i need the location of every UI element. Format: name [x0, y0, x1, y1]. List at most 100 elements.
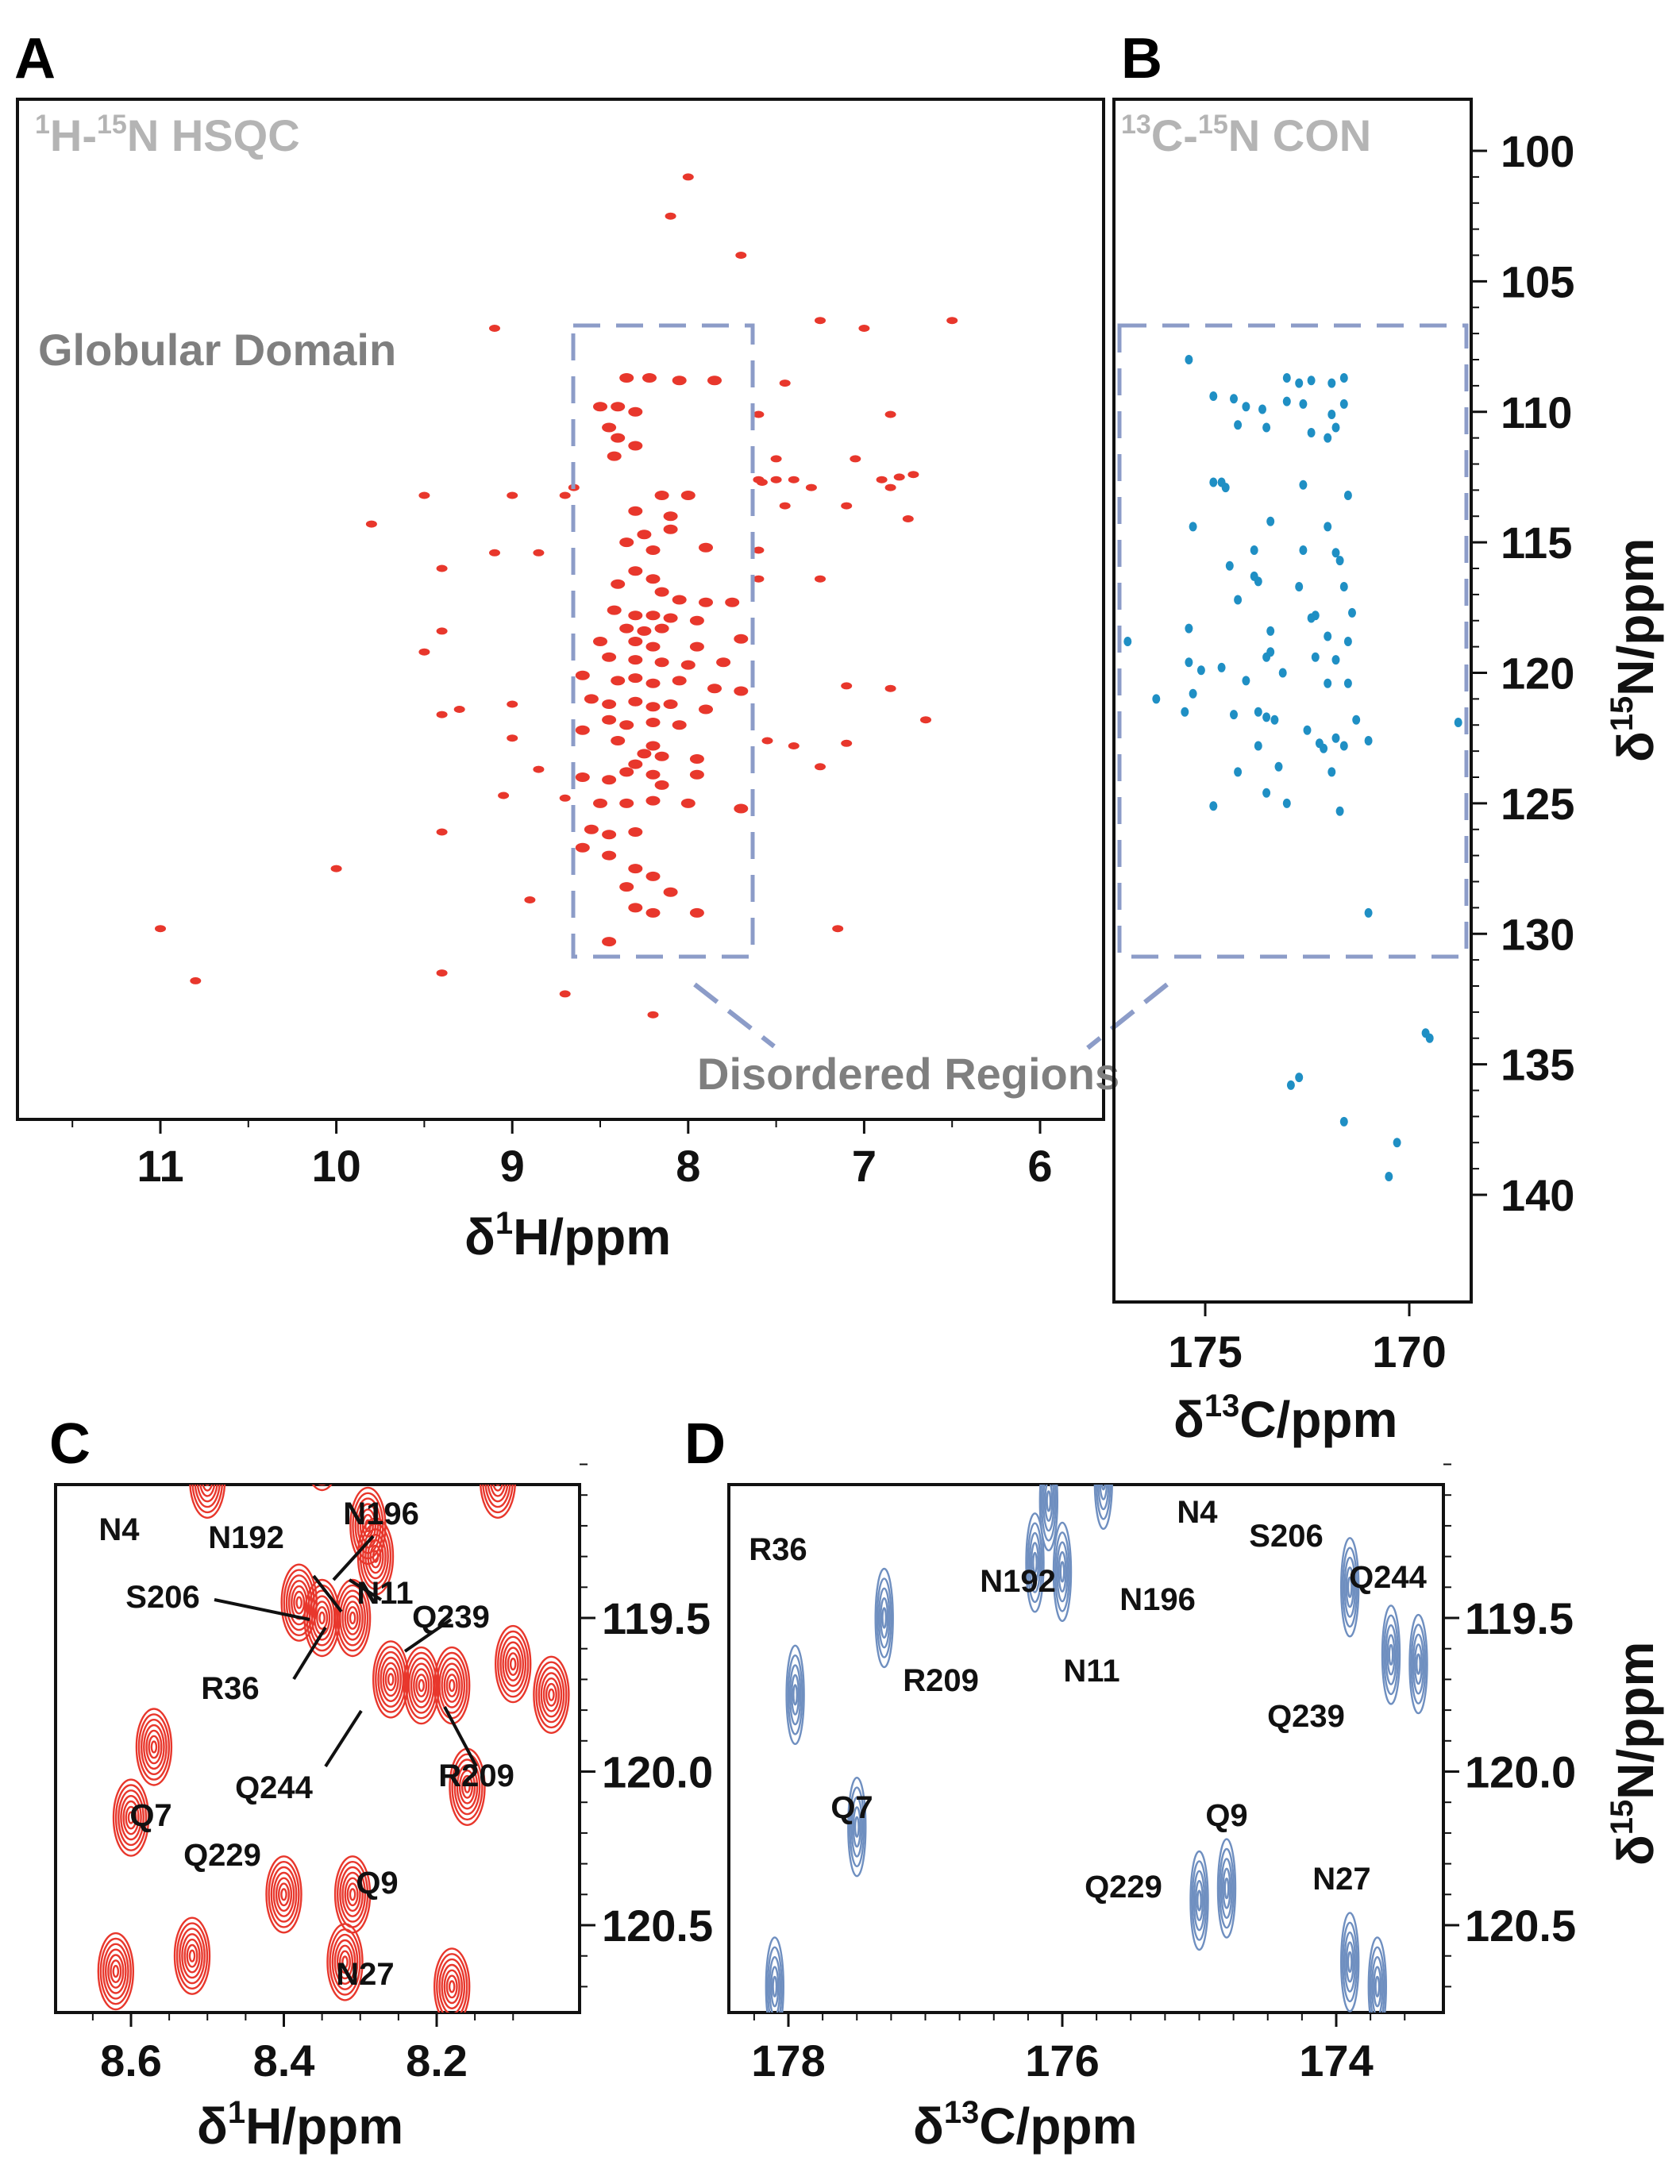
- contour-ring: [1388, 1643, 1394, 1666]
- hsqc-peak: [805, 483, 817, 491]
- contour-ring: [482, 1485, 514, 1514]
- peak-label: N11: [1063, 1654, 1119, 1689]
- contour-ring: [346, 1606, 359, 1630]
- hsqc-peak: [761, 737, 773, 745]
- con-peak: [1266, 516, 1275, 526]
- hsqc-zoom-peak: [433, 1947, 471, 2013]
- con-peak: [1339, 399, 1348, 409]
- panel-c-frame: [54, 1483, 581, 2014]
- panel-d-letter: D: [684, 1412, 726, 1476]
- con-peak: [1254, 576, 1262, 587]
- con-peak: [1250, 545, 1258, 555]
- contour-ring: [333, 1939, 356, 1985]
- con-peak: [1385, 1172, 1393, 1181]
- contour-ring: [293, 1590, 306, 1615]
- hsqc-peak: [884, 684, 896, 692]
- con-peak: [1234, 595, 1243, 605]
- contour-ring: [413, 1668, 430, 1703]
- contour-ring: [1042, 1485, 1055, 1532]
- contour-ring: [785, 1644, 805, 1746]
- hsqc-peak: [725, 597, 740, 607]
- contour-ring: [504, 1647, 522, 1681]
- contour-ring: [341, 1871, 364, 1917]
- con-peak: [1242, 402, 1250, 412]
- contour-ring: [329, 1928, 361, 1996]
- contour-ring: [484, 1485, 511, 1508]
- peak-label: Q9: [1205, 1798, 1247, 1833]
- hsqc-peak: [436, 564, 448, 572]
- hsqc-peak: [884, 410, 896, 418]
- disordered-leader-a: [693, 982, 776, 1049]
- hsqc-peak: [654, 780, 669, 790]
- hsqc-zoom-peak: [135, 1708, 173, 1786]
- hsqc-peak: [815, 575, 826, 583]
- peak-label: Q244: [1349, 1560, 1428, 1595]
- contour-ring: [181, 1933, 203, 1979]
- hsqc-peak: [645, 702, 661, 712]
- contour-ring: [448, 1679, 456, 1693]
- contour-ring: [202, 1485, 214, 1492]
- contour-ring: [770, 1966, 780, 2008]
- hsqc-peak: [689, 615, 704, 626]
- contour-ring: [1193, 1870, 1206, 1932]
- hsqc-peak: [628, 903, 643, 913]
- hsqc-peak: [533, 549, 545, 557]
- hsqc-peak: [734, 803, 749, 814]
- contour-ring: [877, 1587, 891, 1649]
- peak-label: Q229: [1085, 1870, 1162, 1905]
- panel-b-y-axis-title: δ15N/ppm: [1605, 538, 1664, 762]
- panel-d-frame: [727, 1483, 1445, 2014]
- con-peak: [1295, 1073, 1304, 1083]
- contour-ring: [1058, 1550, 1067, 1593]
- hsqc-peak: [602, 652, 617, 662]
- contour-ring: [99, 1937, 132, 2005]
- contour-ring: [318, 1485, 326, 1486]
- hsqc-peak: [672, 595, 687, 605]
- y-tick-label: 110: [1501, 387, 1572, 437]
- contour-ring: [1386, 1634, 1396, 1676]
- hsqc-peak: [682, 173, 694, 181]
- contour-ring: [339, 1866, 366, 1923]
- peak-label: S206: [125, 1580, 199, 1615]
- contour-ring: [443, 1969, 460, 2005]
- y-tick-label: 140: [1501, 1170, 1574, 1220]
- con-zoom-peak: [1038, 1485, 1058, 1552]
- y-tick-label: 120.5: [1465, 1901, 1576, 1951]
- contour-ring: [114, 1784, 148, 1851]
- contour-ring: [135, 1708, 173, 1786]
- hsqc-peak: [619, 767, 634, 777]
- hsqc-zoom-peak: [449, 1747, 486, 1827]
- contour-ring: [145, 1729, 163, 1765]
- hsqc-peak: [672, 720, 687, 730]
- con-zoom-peak: [1408, 1613, 1428, 1715]
- contour-ring: [1410, 1624, 1427, 1704]
- hsqc-peak: [628, 506, 643, 516]
- contour-ring: [1408, 1613, 1428, 1715]
- contour-ring: [1367, 1936, 1387, 2013]
- contour-ring: [542, 1677, 560, 1712]
- peak-leader-line: [214, 1598, 310, 1621]
- con-peak: [1327, 410, 1336, 419]
- peak-leader-line: [292, 1626, 327, 1681]
- y-tick-label: 125: [1501, 779, 1574, 829]
- hsqc-peak: [628, 406, 643, 417]
- contour-ring: [772, 1975, 778, 1997]
- contour-ring: [1381, 1604, 1401, 1705]
- contour-ring: [458, 1769, 476, 1805]
- con-peak: [1270, 715, 1279, 725]
- hsqc-peak: [699, 597, 713, 607]
- contour-ring: [847, 1776, 867, 1878]
- contour-ring: [341, 1595, 364, 1641]
- contour-ring: [443, 1668, 460, 1703]
- contour-ring: [341, 1955, 349, 1969]
- contour-ring: [1223, 1878, 1230, 1900]
- con-peak: [1225, 560, 1234, 571]
- hsqc-peak: [498, 792, 510, 799]
- con-peak: [1324, 433, 1332, 443]
- contour-ring: [344, 1600, 361, 1635]
- hsqc-peak: [734, 634, 749, 644]
- con-zoom-peak: [1093, 1485, 1113, 1530]
- contour-ring: [372, 1550, 380, 1563]
- peak-label: Q229: [183, 1838, 261, 1873]
- contour-ring: [410, 1662, 433, 1708]
